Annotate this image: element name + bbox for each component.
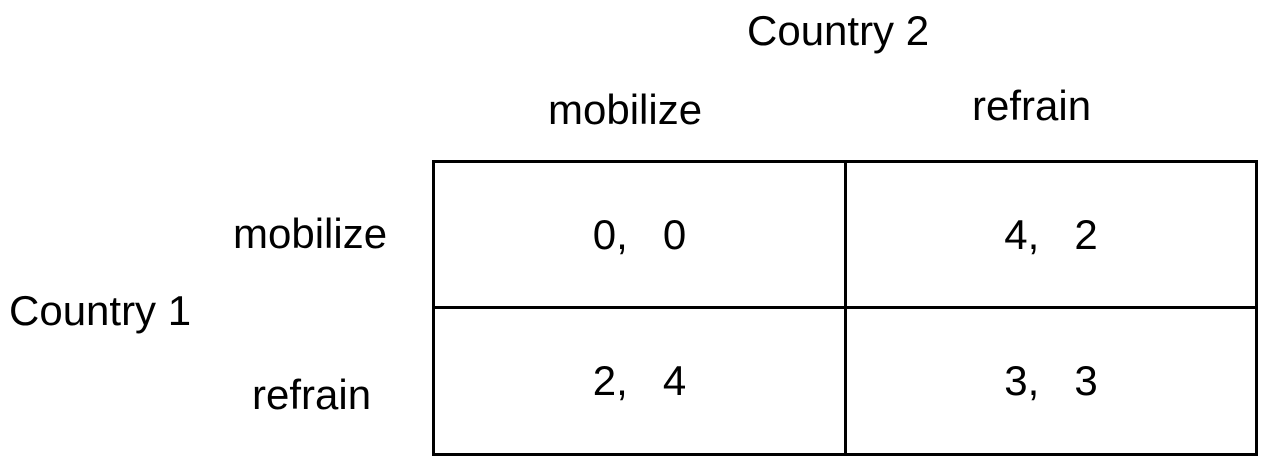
payoff-cell-refrain-mobilize: 2, 4 [435, 309, 847, 453]
column-strategy-refrain: refrain [972, 82, 1092, 129]
column-strategy-mobilize: mobilize [548, 86, 703, 133]
column-player-label: Country 2 [747, 7, 930, 54]
payoff-matrix: 0, 0 4, 2 2, 4 3, 3 [432, 160, 1258, 456]
payoff-cell-refrain-refrain: 3, 3 [1004, 357, 1098, 404]
row-player-label: Country 1 [9, 287, 192, 334]
row-strategy-refrain: refrain [252, 371, 372, 418]
row-strategy-mobilize: mobilize [233, 210, 388, 257]
payoff-cell-mobilize-mobilize: 0, 0 [435, 163, 847, 309]
payoff-cell-mobilize-refrain: 4, 2 [847, 163, 1255, 309]
